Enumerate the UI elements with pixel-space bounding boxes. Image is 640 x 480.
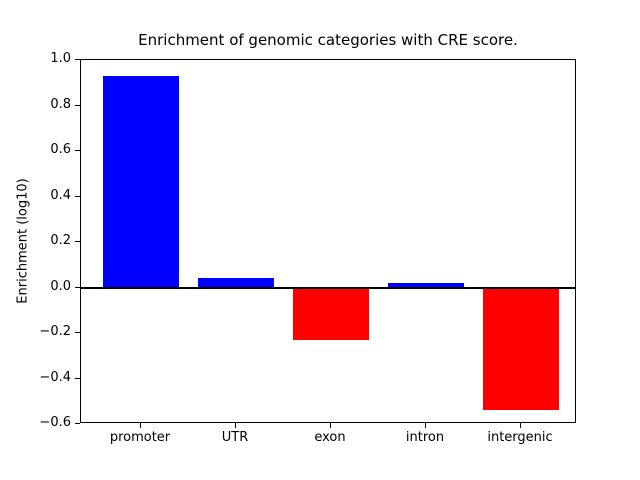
y-tick-label-−0.6: −0.6 (39, 415, 71, 430)
y-tick-label-0.6: 0.6 (50, 142, 71, 157)
x-tick-label-intergenic: intergenic (487, 430, 553, 445)
y-tick-label-0.4: 0.4 (50, 187, 71, 203)
bar-promoter (103, 75, 179, 288)
y-tick-mark (75, 377, 80, 379)
y-tick-label-0.8: 0.8 (50, 96, 71, 112)
y-tick-label-0.0: 0.0 (50, 278, 71, 294)
bar-UTR (198, 278, 274, 288)
y-tick-mark (75, 59, 80, 60)
y-tick-mark (75, 195, 80, 197)
bar-intergenic (483, 287, 559, 411)
y-tick-label-0.2: 0.2 (50, 233, 71, 248)
y-tick-mark (75, 104, 80, 106)
x-tick-mark (140, 423, 141, 428)
y-tick-label-−0.2: −0.2 (39, 324, 71, 339)
x-tick-label-UTR: UTR (221, 430, 249, 445)
y-tick-mark (75, 286, 80, 288)
y-tick-mark (75, 423, 80, 424)
x-tick-label-intron: intron (405, 430, 445, 445)
x-tick-mark (520, 423, 521, 428)
y-tick-mark (75, 150, 80, 151)
y-tick-label-1.0: 1.0 (50, 51, 71, 66)
y-tick-label-−0.4: −0.4 (39, 369, 71, 385)
plot-area (80, 59, 576, 423)
x-tick-mark (235, 423, 236, 428)
x-tick-label-exon: exon (314, 430, 346, 445)
y-tick-mark (75, 241, 80, 242)
x-tick-label-promoter: promoter (109, 430, 171, 445)
bar-exon (293, 287, 369, 340)
x-tick-mark (330, 423, 331, 428)
x-tick-mark (425, 423, 426, 428)
chart-title: Enrichment of genomic categories with CR… (138, 31, 518, 49)
y-tick-mark (75, 332, 80, 333)
bar-intron (388, 282, 464, 288)
zero-axis-line (81, 286, 575, 289)
